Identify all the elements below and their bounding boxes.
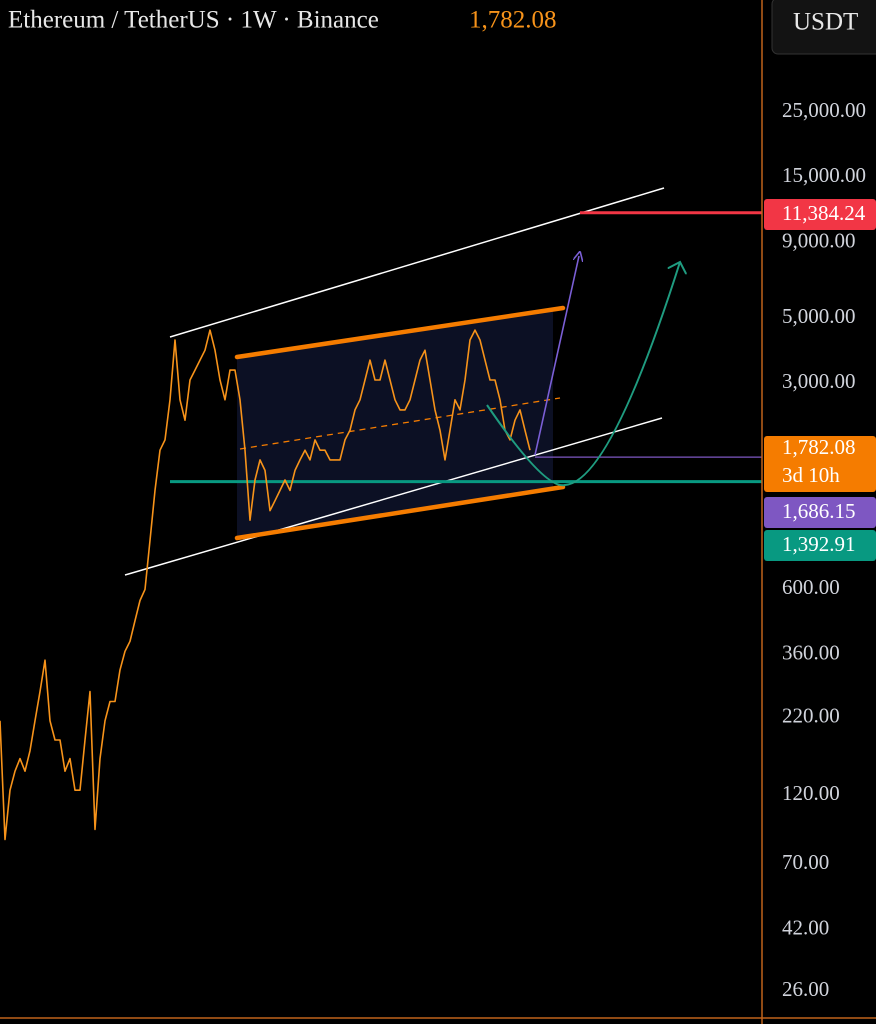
chart-title: Ethereum / TetherUS · 1W · Binance bbox=[8, 7, 379, 34]
price-line-label: 1,392.91 bbox=[782, 532, 856, 556]
y-tick-label: 120.00 bbox=[782, 781, 840, 805]
price-line-label: 1,686.15 bbox=[782, 499, 856, 523]
header-price: 1,782.08 bbox=[469, 7, 557, 34]
y-tick-label: 220.00 bbox=[782, 704, 840, 728]
price-line-badge bbox=[764, 199, 876, 230]
y-tick-label: 5,000.00 bbox=[782, 304, 856, 328]
y-tick-label: 360.00 bbox=[782, 641, 840, 665]
range-top bbox=[234, 305, 566, 360]
last-price-label: 1,782.08 bbox=[782, 435, 856, 459]
price-line-badge bbox=[764, 497, 876, 528]
currency-label[interactable]: USDT bbox=[793, 9, 858, 36]
range-shading bbox=[237, 309, 553, 538]
y-tick-label: 70.00 bbox=[782, 850, 829, 874]
last-price-badge bbox=[764, 436, 876, 492]
countdown-label: 3d 10h bbox=[782, 463, 840, 487]
y-tick-label: 3,000.00 bbox=[782, 369, 856, 393]
y-tick-label: 600.00 bbox=[782, 575, 840, 599]
y-tick-label: 9,000.00 bbox=[782, 229, 856, 253]
price-line-label: 11,384.24 bbox=[782, 201, 866, 225]
price-line-badge bbox=[764, 530, 876, 561]
price-line-series bbox=[0, 329, 531, 841]
currency-button[interactable] bbox=[771, 0, 876, 55]
y-tick-label: 26.00 bbox=[782, 977, 829, 1001]
y-tick-label: 42.00 bbox=[782, 916, 829, 940]
arrow-up bbox=[534, 256, 579, 456]
y-tick-label: 15,000.00 bbox=[782, 163, 866, 187]
range-bottom bbox=[234, 484, 566, 541]
channel-bottom bbox=[124, 417, 663, 576]
y-tick-label: 25,000.00 bbox=[782, 98, 866, 122]
curve-arrow bbox=[486, 262, 680, 487]
channel-top bbox=[169, 187, 665, 338]
